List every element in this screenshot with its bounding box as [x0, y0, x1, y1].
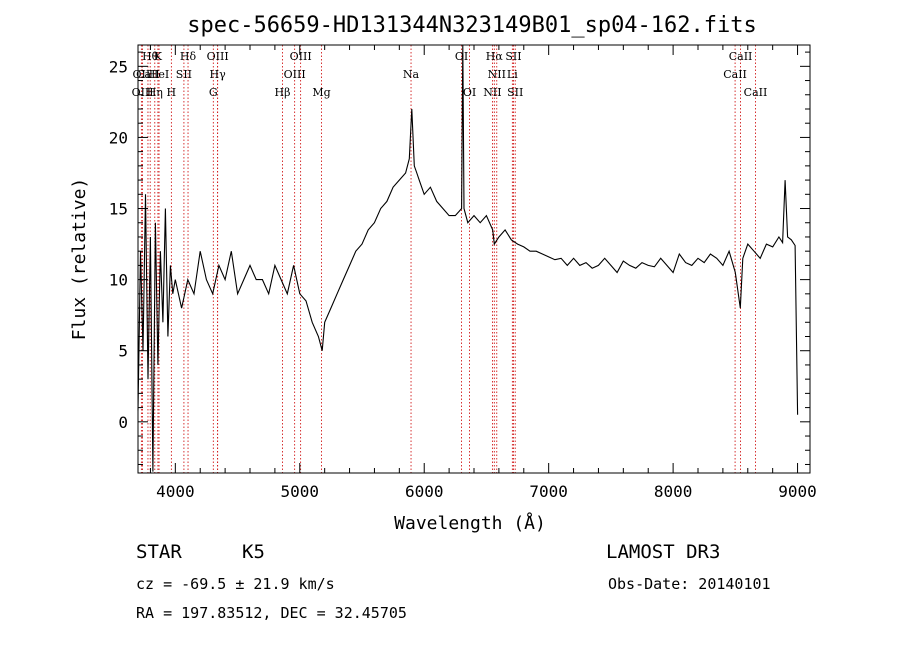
spectral-line-label: Hγ — [210, 68, 227, 81]
spectral-line-label: OIII — [207, 50, 229, 63]
y-tick-label: 25 — [109, 57, 128, 76]
x-tick-label: 4000 — [156, 482, 195, 501]
spectral-line-label: OIII — [132, 86, 154, 99]
spectral-line-markers — [140, 45, 756, 473]
spectral-line-label: K — [154, 50, 163, 63]
spectral-line-label: SII — [505, 50, 521, 63]
spectral-line-label: CaII — [136, 68, 160, 81]
obs-date: Obs-Date: 20140101 — [608, 575, 771, 593]
x-axis-ticks: 4000 5000 6000 7000 8000 9000 — [149, 45, 817, 501]
y-tick-label: 15 — [109, 200, 128, 219]
x-axis-label: Wavelength (Å) — [394, 512, 546, 534]
x-tick-label: 5000 — [281, 482, 320, 501]
spectral-line-label: Na — [403, 68, 420, 81]
spectral-line-labels: Hθ OII OIII CaII Hη K HeI H SII Hδ G OIII Hγ Hβ OIII OI… — [132, 50, 768, 99]
spectral-line-label: HeI — [149, 68, 169, 81]
spectrum-line — [137, 44, 799, 472]
spectral-line-label: OII — [133, 68, 151, 81]
spectral-line-label: OI — [463, 86, 476, 99]
spectral-line-label: Hα — [486, 50, 504, 63]
spectral-line-label: CaII — [723, 68, 747, 81]
plot-frame — [137, 44, 811, 474]
spectral-line-label: Hη — [147, 86, 163, 99]
spectral-line-label: CaII — [729, 50, 753, 63]
spectral-line-label: OIII — [290, 50, 312, 63]
x-tick-label: 9000 — [778, 482, 817, 501]
spectral-line-label: OIII — [284, 68, 306, 81]
x-tick-label: 6000 — [405, 482, 444, 501]
y-tick-label: 10 — [109, 271, 128, 290]
spectral-line-label: Hθ — [142, 50, 159, 63]
y-axis-label: Flux (relative) — [69, 178, 90, 341]
spectral-line-label: CaII — [744, 86, 768, 99]
spectral-line-label: G — [209, 86, 218, 99]
coordinates: RA = 197.83512, DEC = 32.45705 — [136, 604, 407, 622]
spectral-line-label: Li — [507, 68, 518, 81]
x-tick-label: 8000 — [654, 482, 693, 501]
object-class: STAR — [136, 541, 182, 563]
spectral-line-label: NII — [488, 68, 506, 81]
y-axis-ticks: 0 5 10 15 20 25 — [109, 51, 810, 465]
y-tick-label: 5 — [118, 342, 128, 361]
x-tick-label: 7000 — [529, 482, 568, 501]
y-tick-label: 20 — [109, 128, 128, 147]
subclass: K5 — [242, 541, 265, 563]
y-tick-label: 0 — [118, 413, 128, 432]
spectral-line-label: SII — [507, 86, 523, 99]
spectral-line-label: SII — [176, 68, 192, 81]
chart-title: spec-56659-HD131344N323149B01_sp04-162.f… — [187, 13, 757, 38]
spectral-line-label: NII — [483, 86, 501, 99]
spectral-line-label: H — [167, 86, 177, 99]
survey-name: LAMOST DR3 — [606, 541, 721, 563]
redshift-readout: cz = -69.5 ± 21.9 km/s — [136, 575, 335, 593]
spectral-line-label: Hδ — [180, 50, 197, 63]
spectral-line-label: Mg — [312, 86, 330, 99]
spectral-line-label: OI — [455, 50, 468, 63]
spectral-line-label: Hβ — [275, 86, 291, 99]
